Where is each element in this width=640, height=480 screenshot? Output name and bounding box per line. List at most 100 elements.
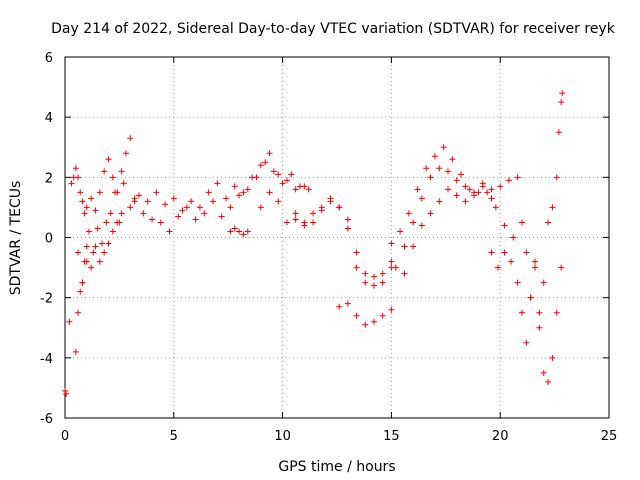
data-point <box>501 249 508 256</box>
data-point <box>379 312 386 319</box>
data-point <box>410 243 417 250</box>
data-point <box>297 183 304 190</box>
series-arc-7 <box>227 225 251 238</box>
x-tick-label: 0 <box>61 429 69 444</box>
data-point <box>523 339 530 346</box>
data-point <box>118 210 125 217</box>
data-point <box>105 240 112 247</box>
data-point <box>540 369 547 376</box>
data-point <box>405 210 412 217</box>
data-point <box>501 222 508 229</box>
data-point <box>127 135 134 142</box>
x-axis-label: GPS time / hours <box>278 459 395 475</box>
data-point <box>149 216 156 223</box>
data-point <box>227 228 234 235</box>
data-point <box>244 228 251 235</box>
x-tick-label: 25 <box>601 429 618 444</box>
data-point <box>555 129 562 136</box>
data-point <box>262 159 269 166</box>
data-point <box>266 150 273 157</box>
data-point <box>68 180 75 187</box>
data-point <box>236 192 243 199</box>
data-point <box>98 240 105 247</box>
data-point <box>310 210 317 217</box>
data-point <box>270 168 277 175</box>
y-tick-label: 6 <box>45 51 53 66</box>
data-point <box>558 99 565 106</box>
data-point <box>214 180 221 187</box>
series-arc-14 <box>488 249 565 385</box>
series-arc-12 <box>392 165 521 271</box>
data-point <box>497 183 504 190</box>
data-point <box>72 165 79 172</box>
data-point <box>266 189 273 196</box>
series-arc-5 <box>127 150 308 214</box>
data-point <box>536 309 543 316</box>
data-point <box>77 189 84 196</box>
data-point <box>205 189 212 196</box>
data-point <box>292 210 299 217</box>
data-point <box>240 189 247 196</box>
data-point <box>370 282 377 289</box>
data-point <box>388 240 395 247</box>
axis-ticks: 0 5 10 15 20 25 -6 -4 -2 0 2 4 6 <box>40 51 617 444</box>
data-point <box>436 198 443 205</box>
data-point <box>418 222 425 229</box>
data-point <box>96 258 103 265</box>
data-point <box>353 264 360 271</box>
data-point <box>227 204 234 211</box>
data-point <box>336 204 343 211</box>
data-point <box>301 219 308 226</box>
data-point <box>75 249 82 256</box>
data-point <box>101 168 108 175</box>
data-point <box>508 258 515 265</box>
data-point <box>122 150 129 157</box>
y-tick-label: 2 <box>45 171 53 186</box>
data-point <box>275 198 282 205</box>
data-point <box>479 183 486 190</box>
data-point <box>540 279 547 286</box>
data-point <box>90 249 97 256</box>
data-point <box>75 309 82 316</box>
data-point <box>449 156 456 163</box>
data-point <box>514 174 521 181</box>
data-point <box>431 153 438 160</box>
data-point <box>231 183 238 190</box>
data-point <box>553 174 560 181</box>
data-point <box>288 171 295 178</box>
data-point <box>83 204 90 211</box>
data-point <box>495 264 502 271</box>
data-point <box>388 258 395 265</box>
series-arc-11 <box>388 144 517 247</box>
data-point <box>92 207 99 214</box>
data-point <box>75 174 82 181</box>
data-point <box>427 174 434 181</box>
data-point <box>283 177 290 184</box>
data-point <box>112 189 119 196</box>
data-point <box>492 204 499 211</box>
data-point <box>109 228 116 235</box>
data-point <box>401 270 408 277</box>
data-point <box>170 195 177 202</box>
data-point <box>175 213 182 220</box>
data-point <box>379 279 386 286</box>
data-point <box>85 228 92 235</box>
data-point <box>362 321 369 328</box>
chart-title: Day 214 of 2022, Sidereal Day-to-day VTE… <box>51 21 616 37</box>
data-point <box>279 180 286 187</box>
data-point <box>466 186 473 193</box>
data-point <box>88 264 95 271</box>
data-point <box>144 198 151 205</box>
data-point <box>532 258 539 265</box>
data-point <box>471 192 478 199</box>
data-point <box>83 243 90 250</box>
data-point <box>327 198 334 205</box>
data-point <box>523 249 530 256</box>
data-point <box>140 210 147 217</box>
data-point <box>196 204 203 211</box>
data-point <box>510 234 517 241</box>
data-point <box>257 204 264 211</box>
data-point <box>444 168 451 175</box>
data-point <box>558 264 565 271</box>
